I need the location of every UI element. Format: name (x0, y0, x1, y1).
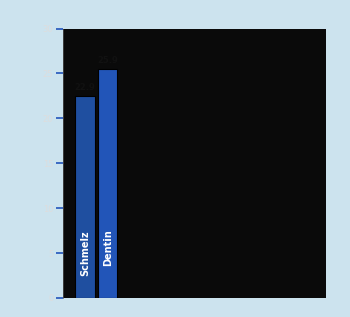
Bar (98, 69, 118, 298)
Text: 22.9: 22.9 (75, 83, 95, 92)
Text: 25.9: 25.9 (97, 56, 118, 65)
Bar (75, 96, 95, 298)
Text: Schmelz: Schmelz (80, 231, 90, 276)
Text: Dentin: Dentin (103, 229, 113, 266)
